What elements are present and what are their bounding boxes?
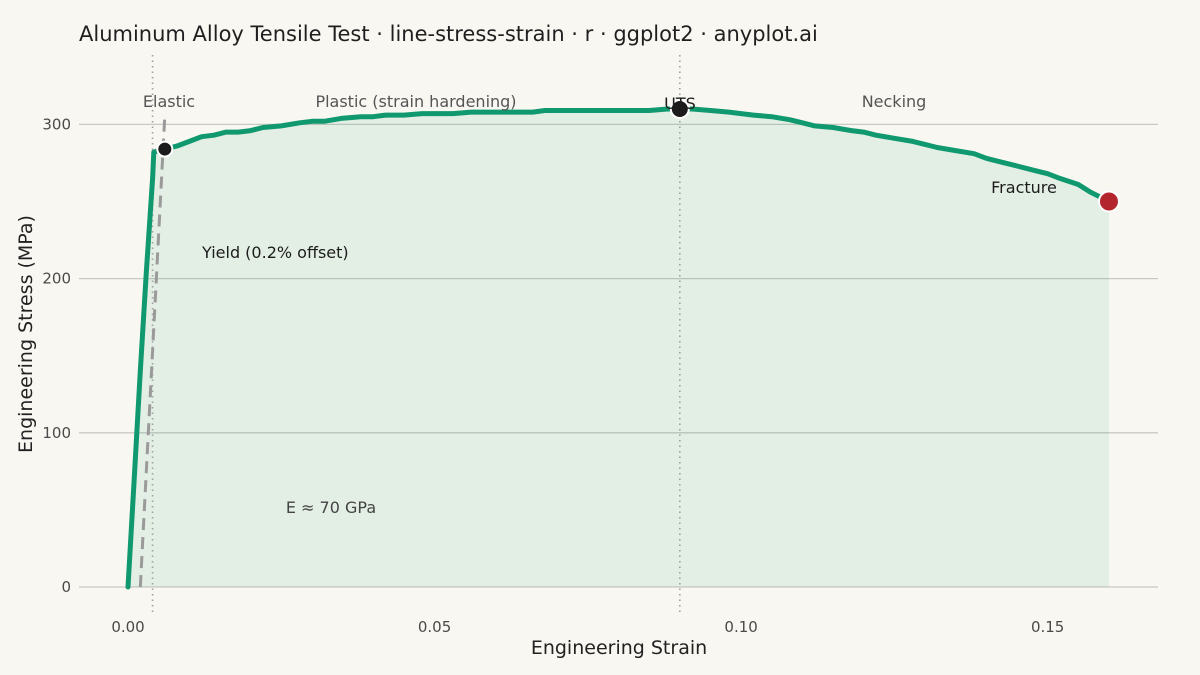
offset-line [138,115,167,588]
points-layer [156,98,1120,213]
x-tick-label: 0.10 [724,618,757,636]
area-under-curve [128,109,1109,587]
grid [79,123,1158,588]
yield-point [156,140,174,158]
x-axis-title: Engineering Strain [531,637,707,659]
y-tick-label: 300 [42,115,71,133]
x-tick-label: 0.00 [111,618,144,636]
region-label-elastic: Elastic [143,92,195,111]
offset-line-layer [138,115,167,588]
yield-label: Yield (0.2% offset) [201,243,349,262]
chart-title: Aluminum Alloy Tensile Test · line-stres… [79,22,818,46]
stress-strain-curve [125,106,1112,590]
y-tick-label: 100 [42,424,71,442]
fracture-label: Fracture [991,178,1057,197]
fracture-point [1097,190,1120,213]
area-layer [128,109,1109,587]
y-tick-label: 0 [61,578,71,596]
region-label-necking: Necking [862,92,927,111]
tick-labels: 0 100 200 300 0.00 0.05 0.10 0.15 [42,115,1064,636]
x-tick-label: 0.05 [418,618,451,636]
modulus-label: E ≈ 70 GPa [286,498,376,517]
uts-point [669,98,690,119]
region-label-plastic: Plastic (strain hardening) [315,92,516,111]
x-tick-label: 0.15 [1031,618,1064,636]
curve-layer [125,106,1112,590]
y-tick-label: 200 [42,270,71,288]
uts-label: UTS [664,94,696,113]
y-axis-title: Engineering Stress (MPa) [15,215,37,453]
